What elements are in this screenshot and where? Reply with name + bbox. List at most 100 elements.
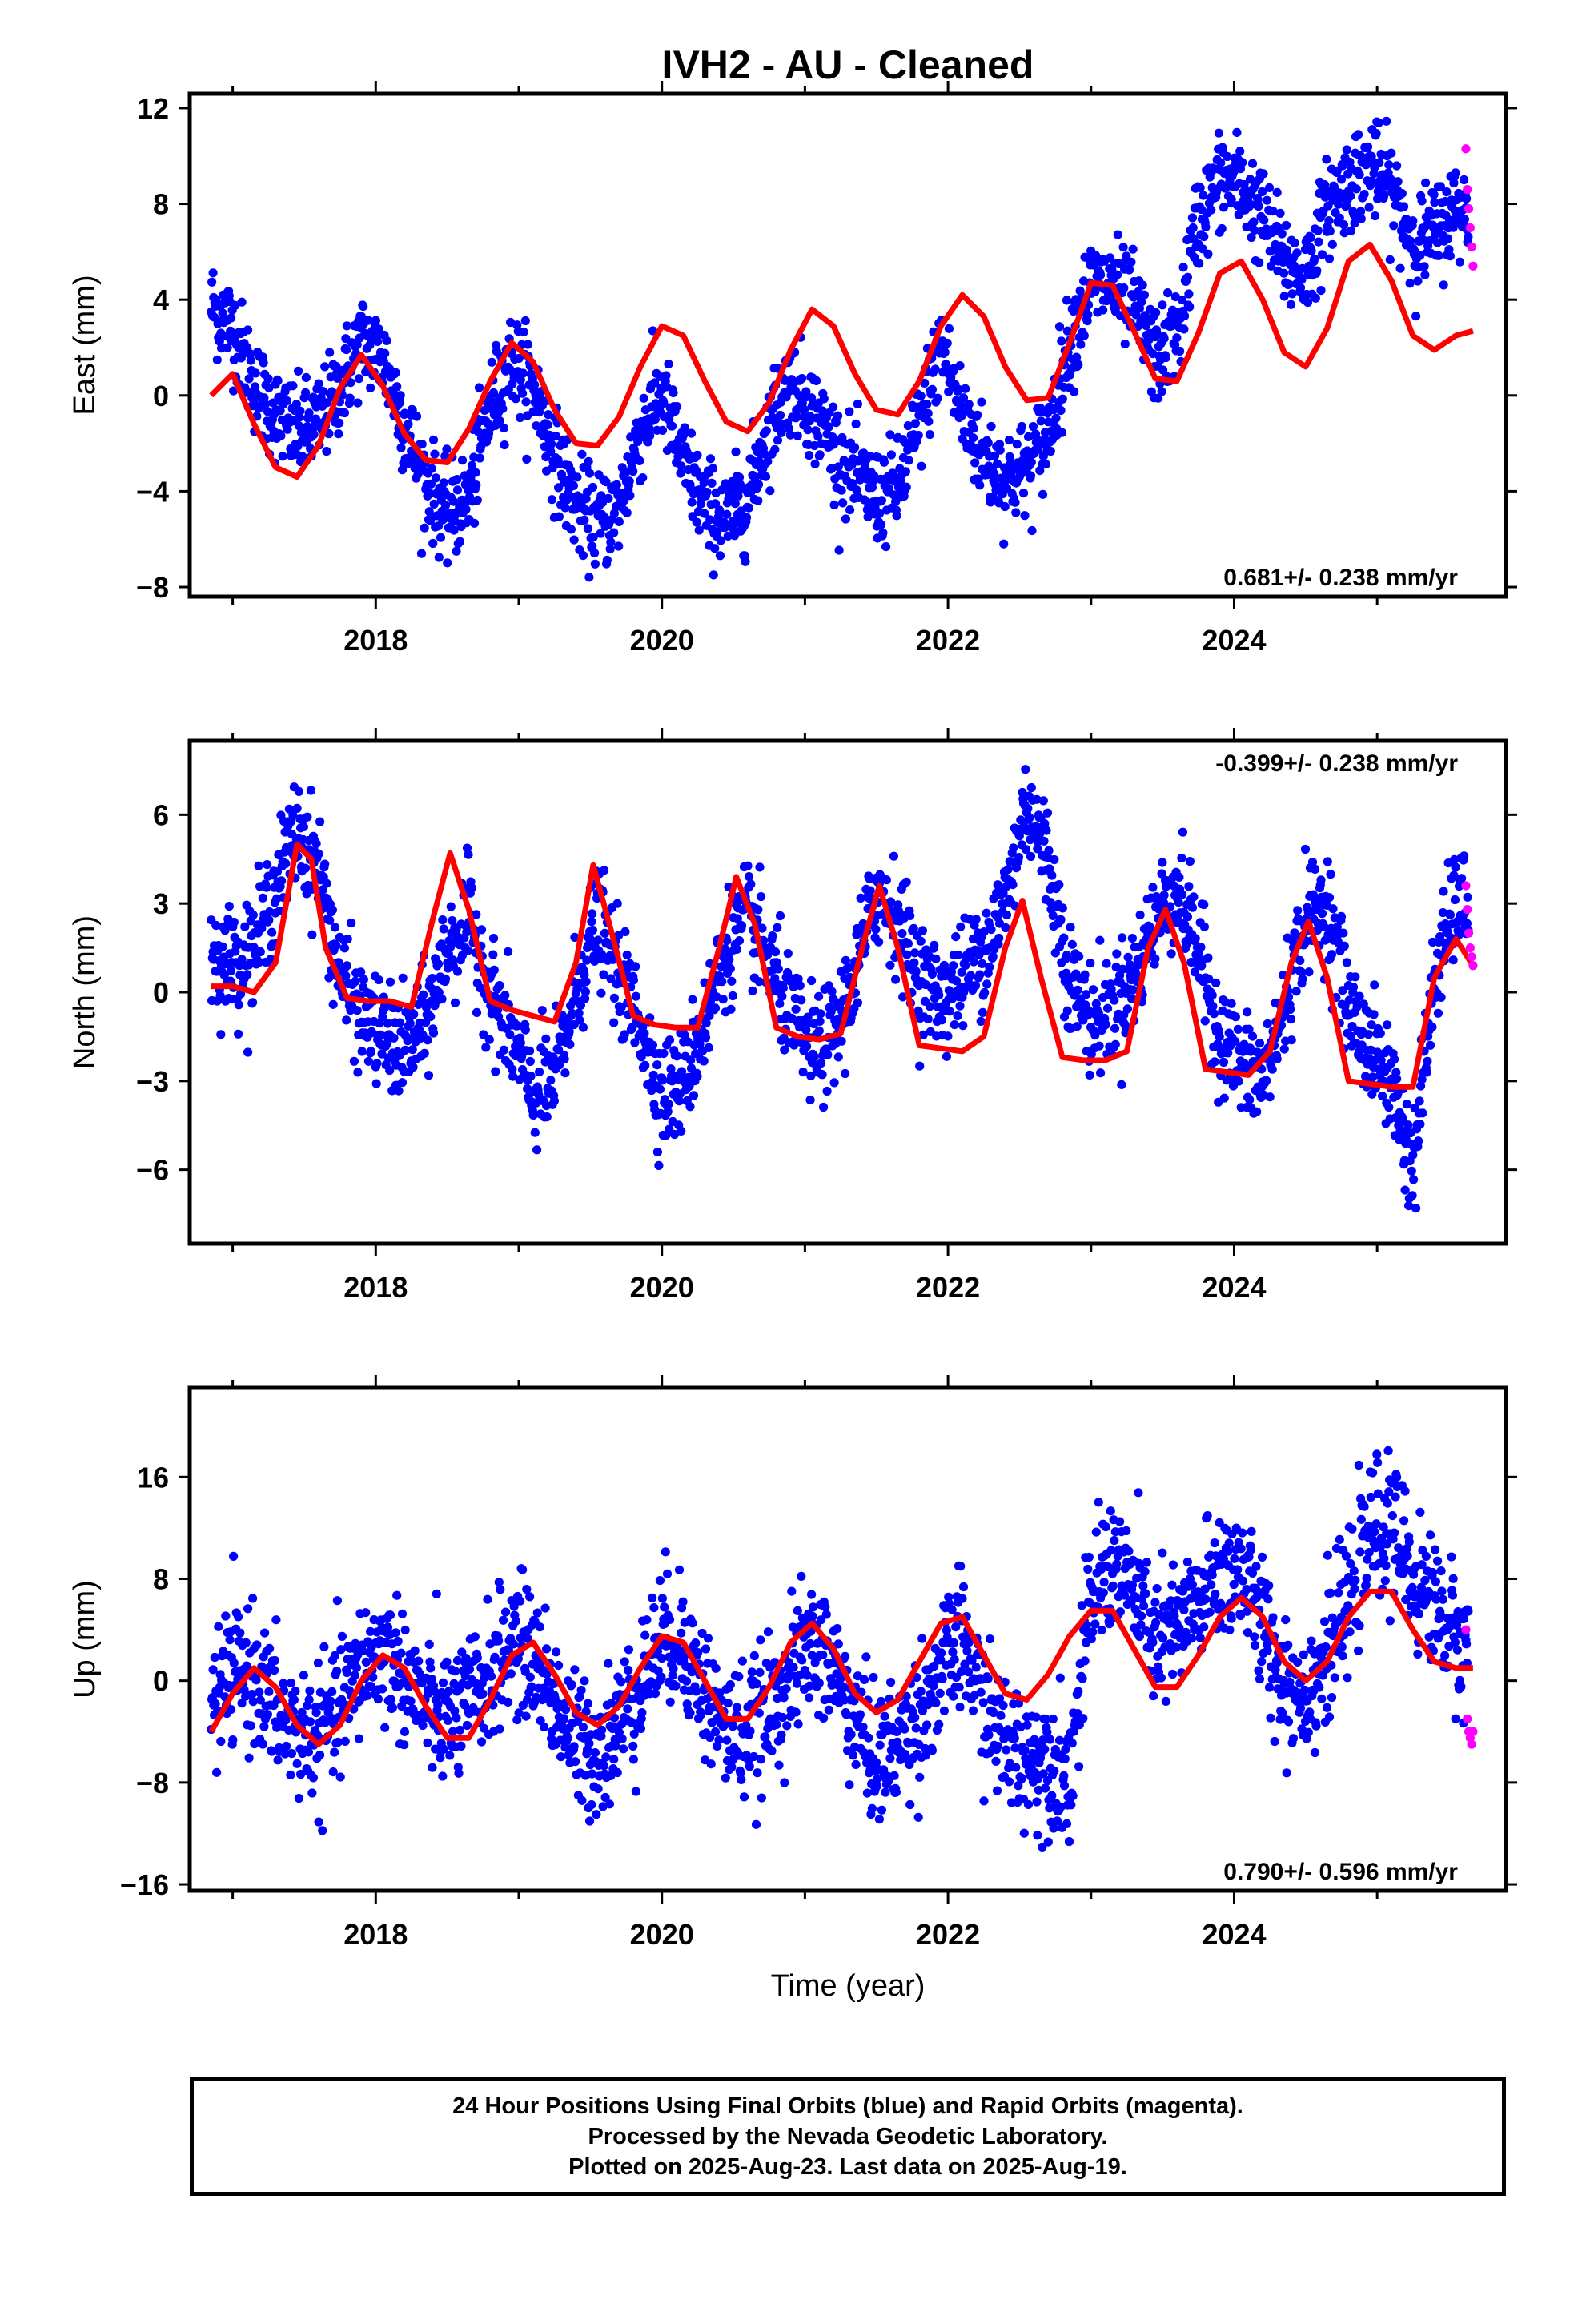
final-orbit-point <box>1439 280 1448 290</box>
final-orbit-point <box>961 961 970 971</box>
final-orbit-point <box>823 1050 833 1059</box>
final-orbit-point <box>659 399 669 408</box>
final-orbit-point <box>408 1062 418 1072</box>
final-orbit-point <box>780 1045 789 1055</box>
final-orbit-point <box>793 412 802 422</box>
final-orbit-point <box>487 357 496 367</box>
final-orbit-point <box>1415 251 1425 260</box>
final-orbit-point <box>530 1128 540 1137</box>
final-orbit-point <box>223 343 232 352</box>
final-orbit-point <box>359 301 368 312</box>
final-orbit-point <box>1021 765 1030 774</box>
final-orbit-point <box>813 432 823 441</box>
final-orbit-point <box>1325 227 1335 236</box>
final-orbit-point <box>1259 169 1268 179</box>
final-orbit-point <box>1324 216 1334 226</box>
final-orbit-point <box>1249 217 1259 227</box>
final-orbit-point <box>394 1086 404 1096</box>
final-orbit-point <box>644 424 654 433</box>
final-orbit-point <box>392 1590 402 1600</box>
final-orbit-point <box>655 1084 665 1094</box>
final-orbit-point <box>1262 1076 1271 1085</box>
final-orbit-point <box>1344 995 1354 1005</box>
final-orbit-point <box>1056 915 1066 924</box>
final-orbit-point <box>425 489 435 498</box>
final-orbit-point <box>1448 955 1458 965</box>
final-orbit-point <box>368 1672 378 1682</box>
y-tick-label: 12 <box>137 92 169 125</box>
final-orbit-point <box>580 987 591 997</box>
final-orbit-point <box>942 1051 951 1061</box>
final-orbit-point <box>495 1724 504 1734</box>
y-tick-label: 4 <box>153 283 169 316</box>
final-orbit-point <box>335 1772 345 1782</box>
final-orbit-point <box>885 430 895 440</box>
final-orbit-point <box>1247 1031 1258 1041</box>
north-axis-label: North (mm) <box>68 915 102 1069</box>
final-orbit-point <box>812 376 821 385</box>
final-orbit-point <box>366 1626 375 1636</box>
final-orbit-point <box>716 536 725 545</box>
final-orbit-point <box>267 927 277 937</box>
final-orbit-point <box>460 1671 470 1681</box>
final-orbit-point <box>1303 297 1313 308</box>
final-orbit-point <box>1415 1096 1424 1106</box>
final-orbit-point <box>756 892 766 902</box>
final-orbit-point <box>294 786 303 797</box>
y-tick-label: −4 <box>136 475 169 508</box>
final-orbit-point <box>1110 995 1119 1005</box>
final-orbit-point <box>489 965 499 975</box>
final-orbit-point <box>898 992 908 1002</box>
final-orbit-point <box>382 336 391 345</box>
final-orbit-point <box>1422 1068 1431 1077</box>
final-orbit-point <box>1128 985 1138 995</box>
final-orbit-point <box>1238 1047 1248 1056</box>
final-orbit-point <box>445 1751 455 1760</box>
final-orbit-point <box>1038 796 1048 806</box>
final-orbit-point <box>391 1628 400 1638</box>
final-orbit-point <box>631 1787 641 1796</box>
final-orbit-point <box>1207 991 1217 1000</box>
final-orbit-point <box>1150 954 1160 963</box>
final-orbit-point <box>483 1594 492 1604</box>
final-orbit-point <box>702 488 712 497</box>
final-orbit-point <box>426 1012 436 1022</box>
final-orbit-point <box>525 1592 535 1602</box>
final-orbit-point <box>1058 394 1067 404</box>
final-orbit-point <box>467 460 477 471</box>
final-orbit-point <box>442 1657 452 1667</box>
final-orbit-point <box>944 324 954 333</box>
final-orbit-point <box>582 955 592 965</box>
final-orbit-point <box>1350 219 1359 228</box>
final-orbit-point <box>621 468 631 477</box>
final-orbit-point <box>343 934 352 944</box>
final-orbit-point <box>672 1051 682 1061</box>
final-orbit-point <box>554 483 564 493</box>
final-orbit-point <box>1120 339 1130 349</box>
final-orbit-point <box>951 976 962 986</box>
final-orbit-point <box>1210 1057 1219 1067</box>
final-orbit-point <box>806 1071 816 1080</box>
final-orbit-point <box>410 1646 420 1655</box>
final-orbit-point <box>1314 237 1323 247</box>
final-orbit-point <box>1368 177 1378 187</box>
final-orbit-point <box>495 981 504 991</box>
final-orbit-point <box>420 1048 429 1058</box>
final-orbit-point <box>525 1672 535 1682</box>
final-orbit-point <box>1312 266 1322 275</box>
final-orbit-point <box>1074 360 1083 369</box>
final-orbit-point <box>1189 892 1199 902</box>
final-orbit-point <box>1462 194 1472 203</box>
final-orbit-point <box>308 1773 318 1783</box>
final-orbit-point <box>937 1015 946 1025</box>
final-orbit-point <box>356 967 366 977</box>
final-orbit-point <box>778 983 788 993</box>
final-orbit-point <box>640 1028 649 1039</box>
final-orbit-point <box>1316 875 1326 885</box>
final-orbit-point <box>450 1667 460 1676</box>
final-orbit-point <box>956 922 966 931</box>
final-orbit-point <box>1404 1201 1414 1211</box>
final-orbit-point <box>1327 950 1337 959</box>
final-orbit-point <box>1392 1074 1402 1084</box>
final-orbit-point <box>1199 922 1209 931</box>
